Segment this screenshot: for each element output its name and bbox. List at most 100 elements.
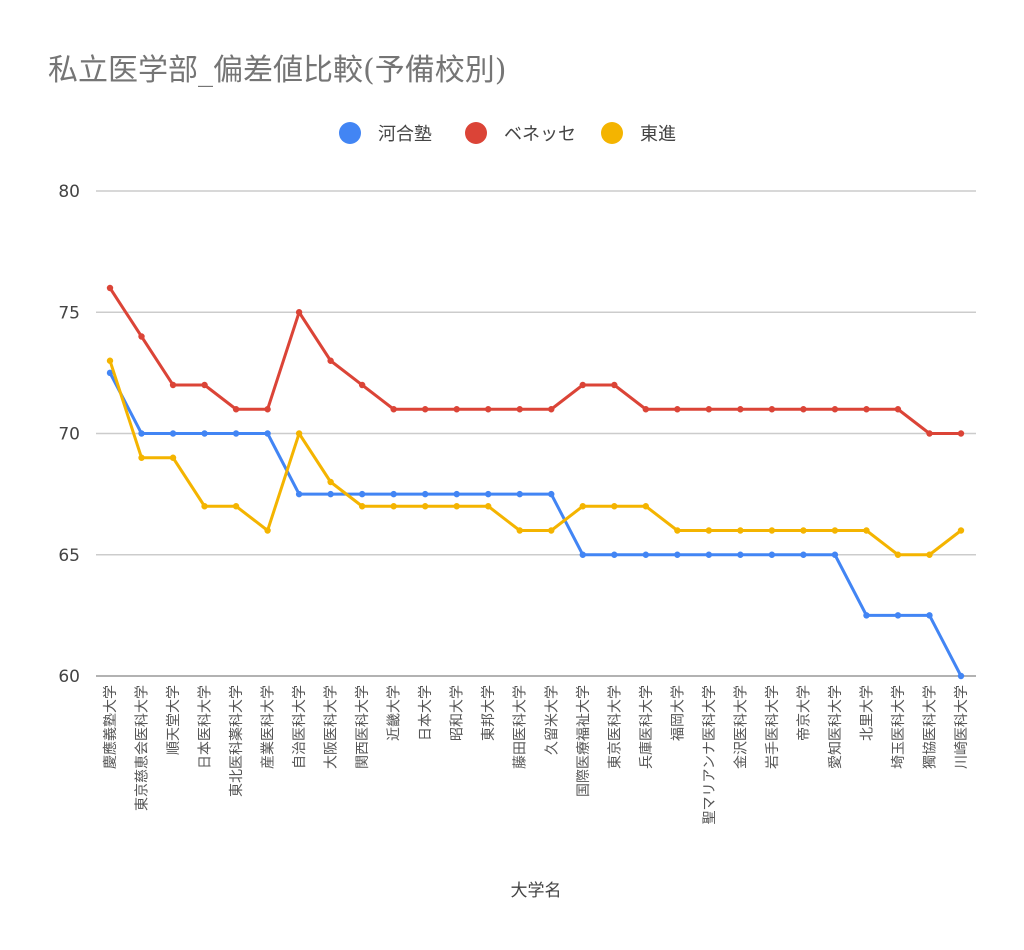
data-point (863, 527, 870, 534)
data-point (957, 672, 965, 680)
y-tick-label: 75 (58, 303, 80, 323)
data-point (579, 551, 586, 558)
series-line-1 (108, 372, 963, 677)
x-axis-ticks: 慶應義塾大学 東京慈恵会医科大学 順天堂大学 日本医科大学 東北医科薬科大学 産業医科大学… (102, 685, 970, 824)
y-tick-label: 70 (58, 425, 80, 445)
data-point (894, 612, 902, 619)
data-point (201, 503, 208, 510)
series-line-3 (108, 360, 962, 557)
data-point (737, 551, 744, 558)
x-tick-label: 藤田医科大学 (513, 685, 529, 769)
chart-title: 私立医学部_偏差値比較(予備校別) (48, 53, 506, 88)
x-tick-label: 産業医科大学 (261, 685, 277, 769)
data-point (264, 406, 271, 413)
data-point (295, 309, 303, 316)
data-point (232, 503, 240, 510)
data-point (579, 503, 586, 510)
x-tick-label: 東京慈恵会医科大学 (135, 685, 151, 811)
data-point (264, 430, 271, 437)
data-point (106, 369, 114, 377)
legend: 河合塾 ベネッセ 東進 (339, 122, 676, 145)
data-point (831, 527, 839, 534)
data-point (894, 551, 902, 558)
data-point (548, 406, 555, 413)
data-point (705, 551, 713, 558)
legend-label: 東進 (640, 124, 676, 145)
data-point (516, 406, 523, 413)
x-tick-label: 兵庫医科大学 (638, 685, 655, 769)
data-point (485, 490, 492, 498)
data-point (453, 490, 460, 498)
x-tick-label: 東邦大学 (481, 685, 497, 741)
data-point (674, 551, 681, 558)
x-tick-label: 帝京大学 (796, 685, 812, 741)
legend-marker (339, 122, 361, 144)
data-point (421, 503, 429, 510)
x-tick-label: 慶應義塾大学 (102, 685, 119, 769)
legend-marker (465, 122, 487, 144)
data-point (611, 551, 618, 558)
data-point (485, 503, 492, 510)
x-tick-label: 埼玉医科大学 (891, 685, 907, 769)
x-tick-label: 愛知医科大学 (827, 685, 844, 769)
data-point (863, 612, 870, 619)
data-point (611, 381, 618, 389)
x-tick-label: 自治医科大学 (292, 685, 308, 769)
data-point (516, 490, 523, 498)
x-tick-label: 久留米大学 (544, 685, 560, 755)
data-point (926, 612, 933, 619)
data-point (169, 430, 177, 437)
data-point (138, 430, 145, 437)
data-point (957, 430, 965, 437)
data-point (390, 503, 397, 510)
data-point (768, 551, 776, 558)
x-tick-label: 北里大学 (859, 685, 875, 741)
x-tick-label: 日本大学 (418, 685, 434, 741)
data-point (138, 333, 145, 340)
data-point (737, 406, 744, 413)
x-tick-label: 川崎医科大学 (954, 685, 970, 769)
data-point (800, 406, 807, 413)
data-point (674, 527, 681, 534)
legend-label: 河合塾 (378, 123, 432, 145)
data-point (737, 527, 744, 534)
data-point (106, 284, 114, 292)
y-tick-label: 65 (58, 546, 80, 566)
legend-marker (601, 122, 623, 144)
data-point (579, 381, 586, 389)
x-tick-label: 近畿大学 (387, 685, 403, 741)
data-point (800, 551, 807, 558)
data-point (957, 527, 965, 534)
data-point (926, 430, 933, 437)
data-point (390, 406, 397, 413)
data-point (295, 430, 303, 437)
x-tick-label: 金沢医科大学 (733, 685, 749, 769)
data-point (327, 478, 334, 486)
data-point (516, 527, 523, 534)
data-point (705, 527, 713, 534)
data-point (327, 357, 334, 364)
data-point (421, 490, 429, 498)
data-point (421, 406, 429, 413)
data-point (358, 503, 366, 510)
data-point (548, 527, 555, 534)
data-point (295, 490, 303, 498)
data-point (674, 406, 681, 413)
data-point (926, 551, 933, 558)
x-tick-label: 獨協医科大学 (922, 685, 938, 769)
data-point (327, 490, 334, 498)
data-point (232, 406, 240, 413)
x-tick-label: 東北医科薬科大学 (229, 685, 245, 797)
x-tick-label: 岩手医科大学 (765, 685, 781, 769)
y-axis-ticks: 60 65 70 75 80 (58, 182, 80, 687)
x-tick-label: 聖マリアンナ医科大学 (702, 685, 718, 824)
data-point (232, 430, 240, 437)
series-line-2 (108, 287, 961, 435)
y-tick-label: 80 (58, 182, 80, 202)
data-point (390, 490, 397, 498)
data-point (800, 527, 807, 534)
data-point (453, 503, 460, 510)
x-tick-label: 順天堂大学 (166, 685, 182, 755)
data-point (642, 551, 650, 558)
data-point (169, 454, 177, 461)
